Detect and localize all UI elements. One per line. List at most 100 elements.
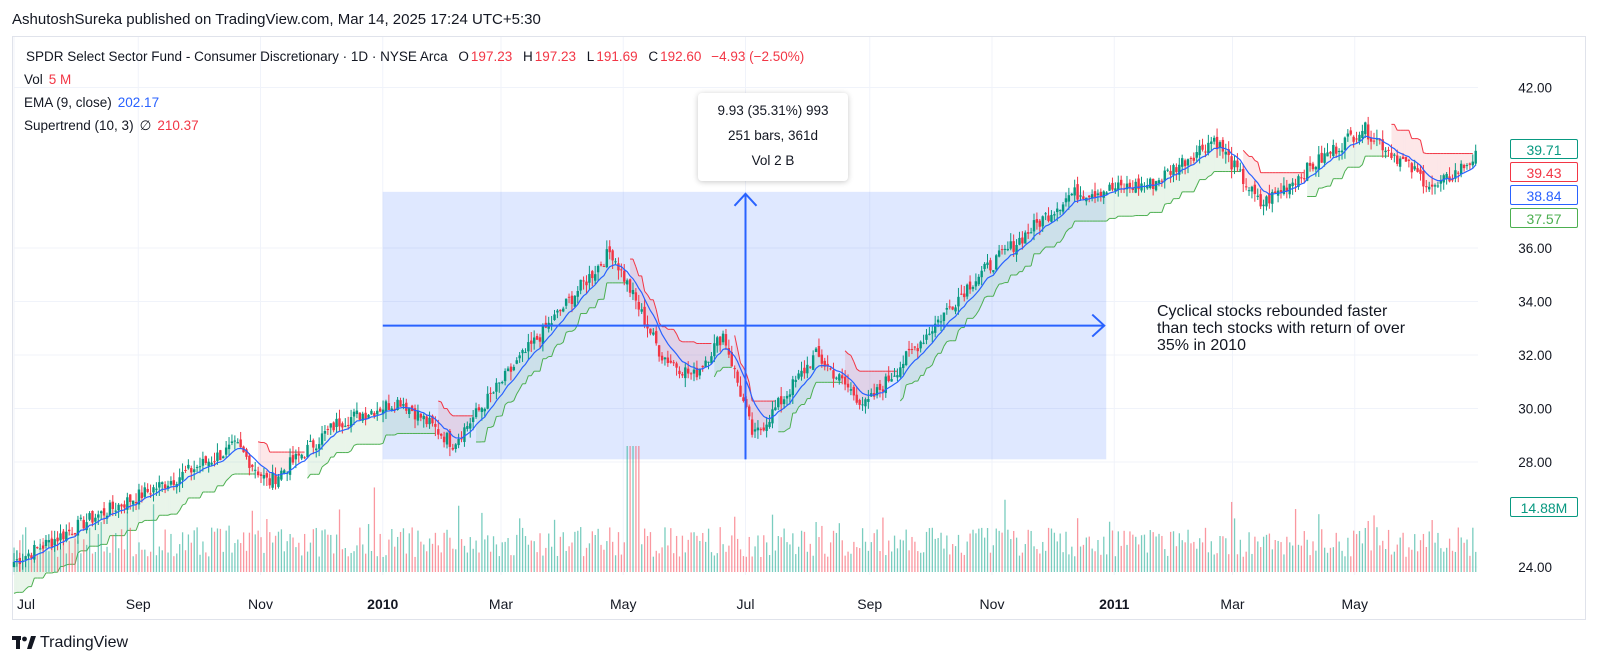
supertrend-line-segment [853, 361, 858, 370]
x-tick-label: May [1342, 596, 1368, 612]
volume-bar [1268, 533, 1271, 572]
volume-bar [1399, 537, 1401, 572]
volume-bar [443, 532, 445, 572]
legend-ema-row[interactable]: EMA (9, close) 202.17 [24, 95, 159, 110]
candle [219, 449, 222, 461]
volume-bar [675, 535, 678, 572]
volume-bar [966, 541, 968, 572]
candle [1044, 211, 1047, 221]
candle [1337, 148, 1341, 161]
candle [437, 419, 440, 440]
candle [1398, 156, 1402, 172]
candle-body [378, 408, 382, 412]
candle [1366, 116, 1370, 145]
supertrend-fill-segment [589, 274, 593, 308]
candle [256, 466, 260, 478]
candle-body [800, 370, 803, 377]
supertrend-fill-segment [173, 482, 177, 515]
candle [140, 485, 144, 503]
candle [1311, 161, 1315, 172]
supertrend-fill-segment [926, 334, 930, 369]
candle-body [1195, 152, 1198, 158]
volume-bar [312, 529, 315, 572]
hidden-eye-icon[interactable]: ∅ [139, 118, 152, 133]
legend-symbol-row[interactable]: SPDR Select Sector Fund - Consumer Discr… [24, 49, 804, 64]
candle [829, 367, 832, 371]
volume-bar [748, 536, 750, 572]
candle-body [1015, 245, 1018, 255]
volume-bar [112, 534, 114, 572]
supertrend-fill-segment [632, 259, 636, 297]
candle [384, 399, 388, 420]
volume-bar [446, 529, 448, 572]
volume-bar [274, 535, 277, 572]
candle-body [931, 331, 934, 334]
legend-volume-row[interactable]: Vol 5 M [24, 72, 71, 87]
candle-body [768, 421, 771, 428]
supertrend-line-segment [155, 515, 160, 521]
supertrend-fill-segment [1347, 132, 1351, 168]
close-label: C [648, 49, 659, 64]
supertrend-line-segment [1161, 204, 1166, 213]
legend-supertrend-row[interactable]: Supertrend (10, 3) ∅ 210.37 [24, 118, 199, 134]
supertrend-fill-segment [789, 387, 793, 429]
candle-body [1204, 151, 1207, 153]
candle [59, 524, 62, 550]
supertrend-line-segment [647, 294, 651, 301]
candle [1332, 139, 1335, 159]
supertrend-fill-segment [83, 524, 87, 551]
supertrend-line-segment [1315, 187, 1320, 197]
chart-annotation[interactable]: Cyclical stocks rebounded faster than te… [1157, 303, 1406, 354]
candle-body [1032, 220, 1036, 232]
volume-bar [1207, 552, 1210, 572]
volume-bar [211, 527, 213, 572]
candle [1288, 183, 1291, 199]
candle-body [288, 457, 292, 475]
candle-body [858, 400, 861, 405]
volume-bar [803, 531, 806, 572]
volume-bar [978, 528, 980, 572]
candle [684, 362, 687, 388]
supertrend-line-segment [798, 404, 802, 408]
candle-body [376, 410, 379, 415]
candle-body [1439, 180, 1443, 184]
supertrend-fill-segment [478, 408, 482, 442]
supertrend-line-segment [1341, 171, 1346, 179]
volume-bar [1164, 549, 1166, 572]
supertrend-line-segment [1039, 249, 1044, 255]
candle [262, 467, 266, 486]
supertrend-fill-segment [1353, 138, 1357, 168]
volume-bar [155, 555, 158, 572]
volume-bar [986, 528, 989, 572]
candle [1166, 168, 1169, 172]
supertrend-fill-segment [1426, 153, 1430, 189]
volume-bar [71, 552, 73, 572]
candle-body [434, 423, 437, 427]
supertrend-line-segment [934, 353, 939, 358]
candle-body [527, 342, 530, 352]
candle [1183, 158, 1187, 175]
supertrend-line-segment [176, 510, 181, 515]
branding[interactable]: TradingView [12, 634, 128, 652]
supertrend-fill-segment [452, 415, 456, 449]
volume-bar [1094, 551, 1096, 572]
supertrend-line-segment [850, 355, 855, 362]
volume-bar [1402, 532, 1404, 572]
volume-bar [431, 543, 434, 572]
supertrend-fill-segment [197, 466, 200, 498]
candle [960, 284, 963, 296]
candle-body [1323, 153, 1326, 163]
supertrend-fill-segment [40, 547, 44, 579]
candle-body [265, 473, 269, 478]
candle [698, 368, 702, 380]
candle-body [1119, 179, 1123, 186]
volume-bar [1260, 547, 1262, 572]
candle [797, 369, 800, 380]
candle-body [602, 265, 606, 267]
candle-body [989, 260, 992, 271]
supertrend-fill-segment [37, 547, 41, 579]
candle [710, 351, 713, 365]
supertrend-fill-segment [513, 362, 517, 401]
volume-bar [629, 446, 631, 572]
